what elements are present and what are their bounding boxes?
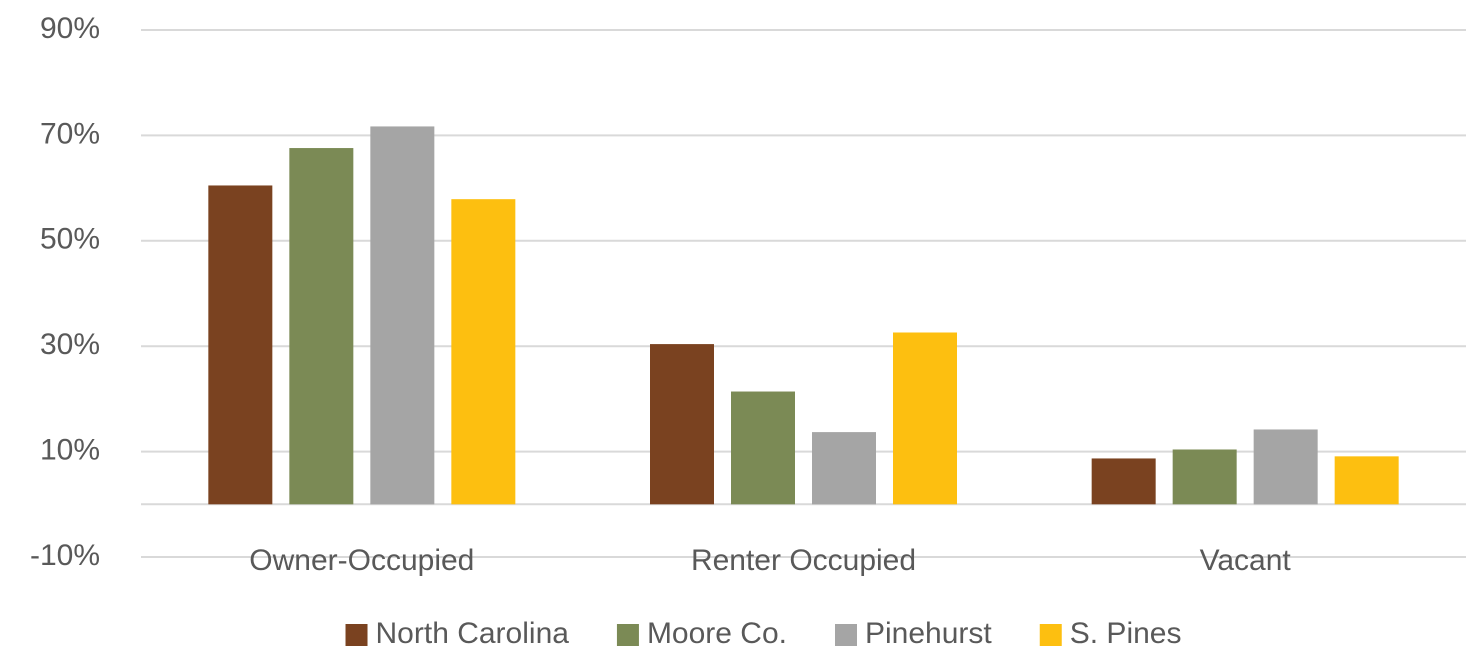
y-tick-label: 90% bbox=[40, 12, 100, 45]
y-tick-label: 70% bbox=[40, 117, 100, 150]
legend-swatch bbox=[345, 624, 368, 646]
legend-label: North Carolina bbox=[376, 617, 570, 650]
bar bbox=[893, 332, 957, 505]
bar bbox=[731, 391, 795, 505]
legend-label: S. Pines bbox=[1070, 617, 1182, 650]
bar bbox=[451, 199, 516, 505]
x-tick-label: Owner-Occupied bbox=[249, 544, 474, 577]
legend-label: Pinehurst bbox=[865, 617, 992, 650]
legend-swatch bbox=[1039, 624, 1062, 646]
y-tick-label: 10% bbox=[40, 434, 100, 467]
bar bbox=[1334, 456, 1399, 505]
bar bbox=[208, 185, 273, 505]
bar bbox=[1253, 429, 1318, 505]
y-tick-label: 30% bbox=[40, 328, 100, 361]
bar bbox=[1172, 449, 1237, 505]
bar bbox=[370, 126, 435, 505]
legend-swatch bbox=[616, 624, 639, 646]
bar bbox=[650, 344, 714, 505]
x-tick-label: Renter Occupied bbox=[691, 544, 916, 577]
bar bbox=[812, 432, 876, 505]
legend-label: Moore Co. bbox=[647, 617, 787, 650]
y-tick-label: -10% bbox=[30, 539, 100, 572]
x-tick-label: Vacant bbox=[1200, 544, 1292, 577]
legend-swatch bbox=[835, 624, 857, 646]
bar bbox=[1091, 458, 1156, 505]
y-tick-label: 50% bbox=[40, 223, 100, 256]
bar bbox=[289, 148, 354, 505]
